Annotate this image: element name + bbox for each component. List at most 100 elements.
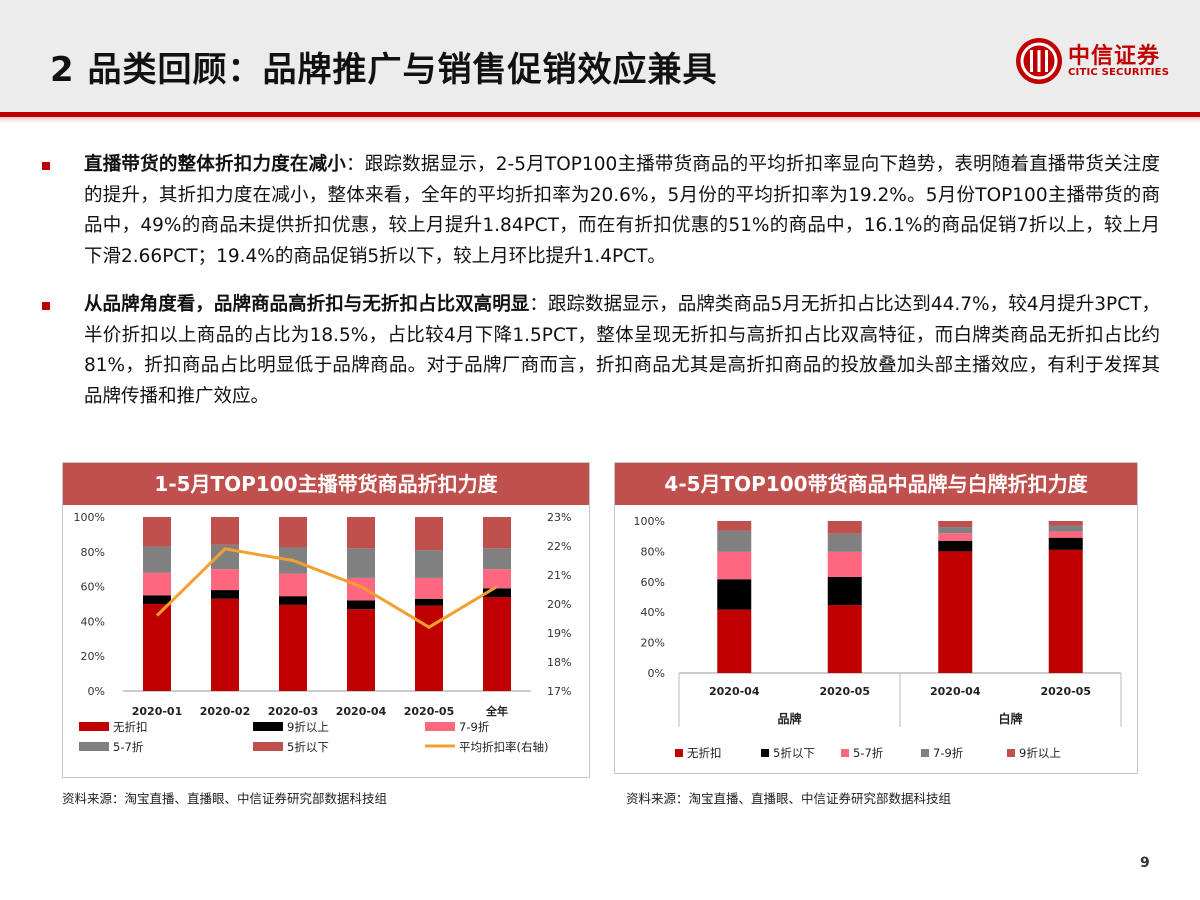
legend-label: 9折以上 (1019, 746, 1061, 760)
legend-label: 7-9折 (933, 746, 964, 760)
chart1-source: 资料来源：淘宝直播、直播眼、中信证券研究部数据科技组 (62, 791, 388, 806)
bar-segment (415, 598, 443, 606)
x-tick-label: 2020-05 (1041, 685, 1092, 698)
y2-tick-label: 18% (547, 656, 571, 669)
bar-segment (279, 596, 307, 605)
x-tick-label: 2020-02 (200, 705, 251, 718)
chart2-svg: 0% 20% 40% 60% 80% 100% 2020-04 2020-05 2020-04 2… (634, 515, 1122, 760)
y2-tick-label: 22% (547, 540, 571, 553)
bar-segment (143, 572, 171, 596)
bullet-text: ：跟踪数据显示，品牌类商品5月无折扣占比达到44.7%，较4月提升3PCT，半价… (84, 294, 1160, 407)
y-tick-label: 0% (88, 685, 105, 698)
bar-segment (827, 551, 862, 577)
legend-swatch (1007, 749, 1015, 757)
x-tick-label: 2020-04 (336, 705, 387, 718)
bar-segment (347, 609, 375, 691)
bar-segment (938, 540, 973, 552)
bar-segment (143, 604, 171, 691)
legend-label: 无折扣 (113, 720, 148, 734)
bullet-heading: 从品牌角度看，品牌商品高折扣与无折扣占比双高明显 (84, 294, 530, 315)
bar-segment (827, 533, 862, 552)
x-tick-label: 2020-05 (404, 705, 455, 718)
citic-logo-icon (1016, 38, 1062, 84)
bar-segment (483, 517, 511, 549)
bar-segment (938, 527, 973, 534)
bar-segment (415, 577, 443, 599)
bullet-item: 直播带货的整体折扣力度在减小：跟踪数据显示，2-5月TOP100主播带货商品的平… (40, 150, 1160, 272)
bar-segment (143, 517, 171, 547)
bar-segment (1048, 525, 1083, 532)
bar-segment (717, 609, 752, 673)
bullet-item: 从品牌角度看，品牌商品高折扣与无折扣占比双高明显：跟踪数据显示，品牌类商品5月无… (40, 290, 1160, 412)
bar-segment (827, 576, 862, 606)
bar-segment (483, 569, 511, 589)
bar-segment (938, 551, 973, 673)
bar-segment (143, 546, 171, 573)
chart1-panel: 1-5月TOP100主播带货商品折扣力度 0% 20% 40% 60% 80% 100% 1… (62, 462, 590, 778)
legend-swatch (79, 722, 109, 731)
bar-segment (717, 551, 752, 580)
chart1-svg: 0% 20% 40% 60% 80% 100% 17% 18% 19% 20% 21% 22% 23% 2… (74, 511, 572, 754)
legend-swatch (79, 742, 109, 751)
y-tick-label: 80% (81, 546, 105, 559)
bar-segment (938, 521, 973, 528)
y-tick-label: 40% (641, 606, 665, 619)
bar-segment (143, 595, 171, 604)
bar-segment (483, 548, 511, 570)
bar-segment (483, 597, 511, 691)
logo-en-text: CITIC SECURITIES (1068, 67, 1170, 78)
legend-label: 平均折扣率(右轴) (459, 740, 548, 754)
y2-tick-label: 20% (547, 598, 571, 611)
bullet-list: 直播带货的整体折扣力度在减小：跟踪数据显示，2-5月TOP100主播带货商品的平… (40, 150, 1160, 430)
bar-segment (717, 530, 752, 552)
x-tick-label: 2020-04 (709, 685, 760, 698)
bar-segment (279, 517, 307, 548)
bar-segment (1048, 549, 1083, 673)
x-tick-label: 2020-04 (930, 685, 981, 698)
bar-segment (347, 548, 375, 578)
bar-segment (279, 604, 307, 691)
bar-segment (1048, 537, 1083, 550)
chart2-panel: 4-5月TOP100带货商品中品牌与白牌折扣力度 0% 20% 40% 60% 80% 1… (614, 462, 1138, 774)
legend-label: 5-7折 (113, 740, 144, 754)
legend-swatch (253, 722, 283, 731)
chart2-source: 资料来源：淘宝直播、直播眼、中信证券研究部数据科技组 (626, 791, 952, 806)
y-tick-label: 20% (81, 650, 105, 663)
chart1-title: 1-5月TOP100主播带货商品折扣力度 (63, 463, 589, 505)
y-tick-label: 100% (634, 515, 665, 528)
logo-cn-text: 中信证券 (1068, 44, 1161, 69)
y-tick-label: 80% (641, 545, 665, 558)
bar-segment (211, 598, 239, 691)
y-tick-label: 60% (81, 581, 105, 594)
bar-segment (1048, 531, 1083, 538)
header-divider (0, 112, 1200, 117)
legend-label: 5折以下 (287, 740, 329, 754)
x-tick-label: 2020-03 (268, 705, 319, 718)
y-tick-label: 0% (648, 667, 665, 680)
chart2-title: 4-5月TOP100带货商品中品牌与白牌折扣力度 (615, 463, 1137, 505)
bar-segment (827, 521, 862, 534)
bar-segment (211, 517, 239, 545)
y-tick-label: 40% (81, 615, 105, 628)
legend-label: 7-9折 (459, 720, 490, 734)
y-tick-label: 20% (641, 637, 665, 650)
bar-segment (717, 579, 752, 610)
legend-swatch (425, 722, 455, 731)
y-tick-label: 60% (641, 576, 665, 589)
bar-segment (415, 605, 443, 691)
bar-segment (1048, 521, 1083, 526)
legend-swatch (253, 742, 283, 751)
x-group-label: 白牌 (998, 711, 1022, 726)
citic-logo: 中信证券 CITIC SECURITIES (1016, 36, 1186, 90)
bar-segment (347, 600, 375, 610)
bar-segment (415, 517, 443, 551)
header-bar (0, 0, 1200, 112)
bullet-marker-icon (42, 162, 50, 170)
line-series-avg-discount (155, 547, 498, 629)
bar-segment (347, 517, 375, 549)
x-group-label: 品牌 (777, 711, 801, 726)
legend-swatch (675, 749, 683, 757)
legend-swatch (761, 749, 769, 757)
bar-segment (483, 588, 511, 598)
y2-tick-label: 21% (547, 569, 571, 582)
